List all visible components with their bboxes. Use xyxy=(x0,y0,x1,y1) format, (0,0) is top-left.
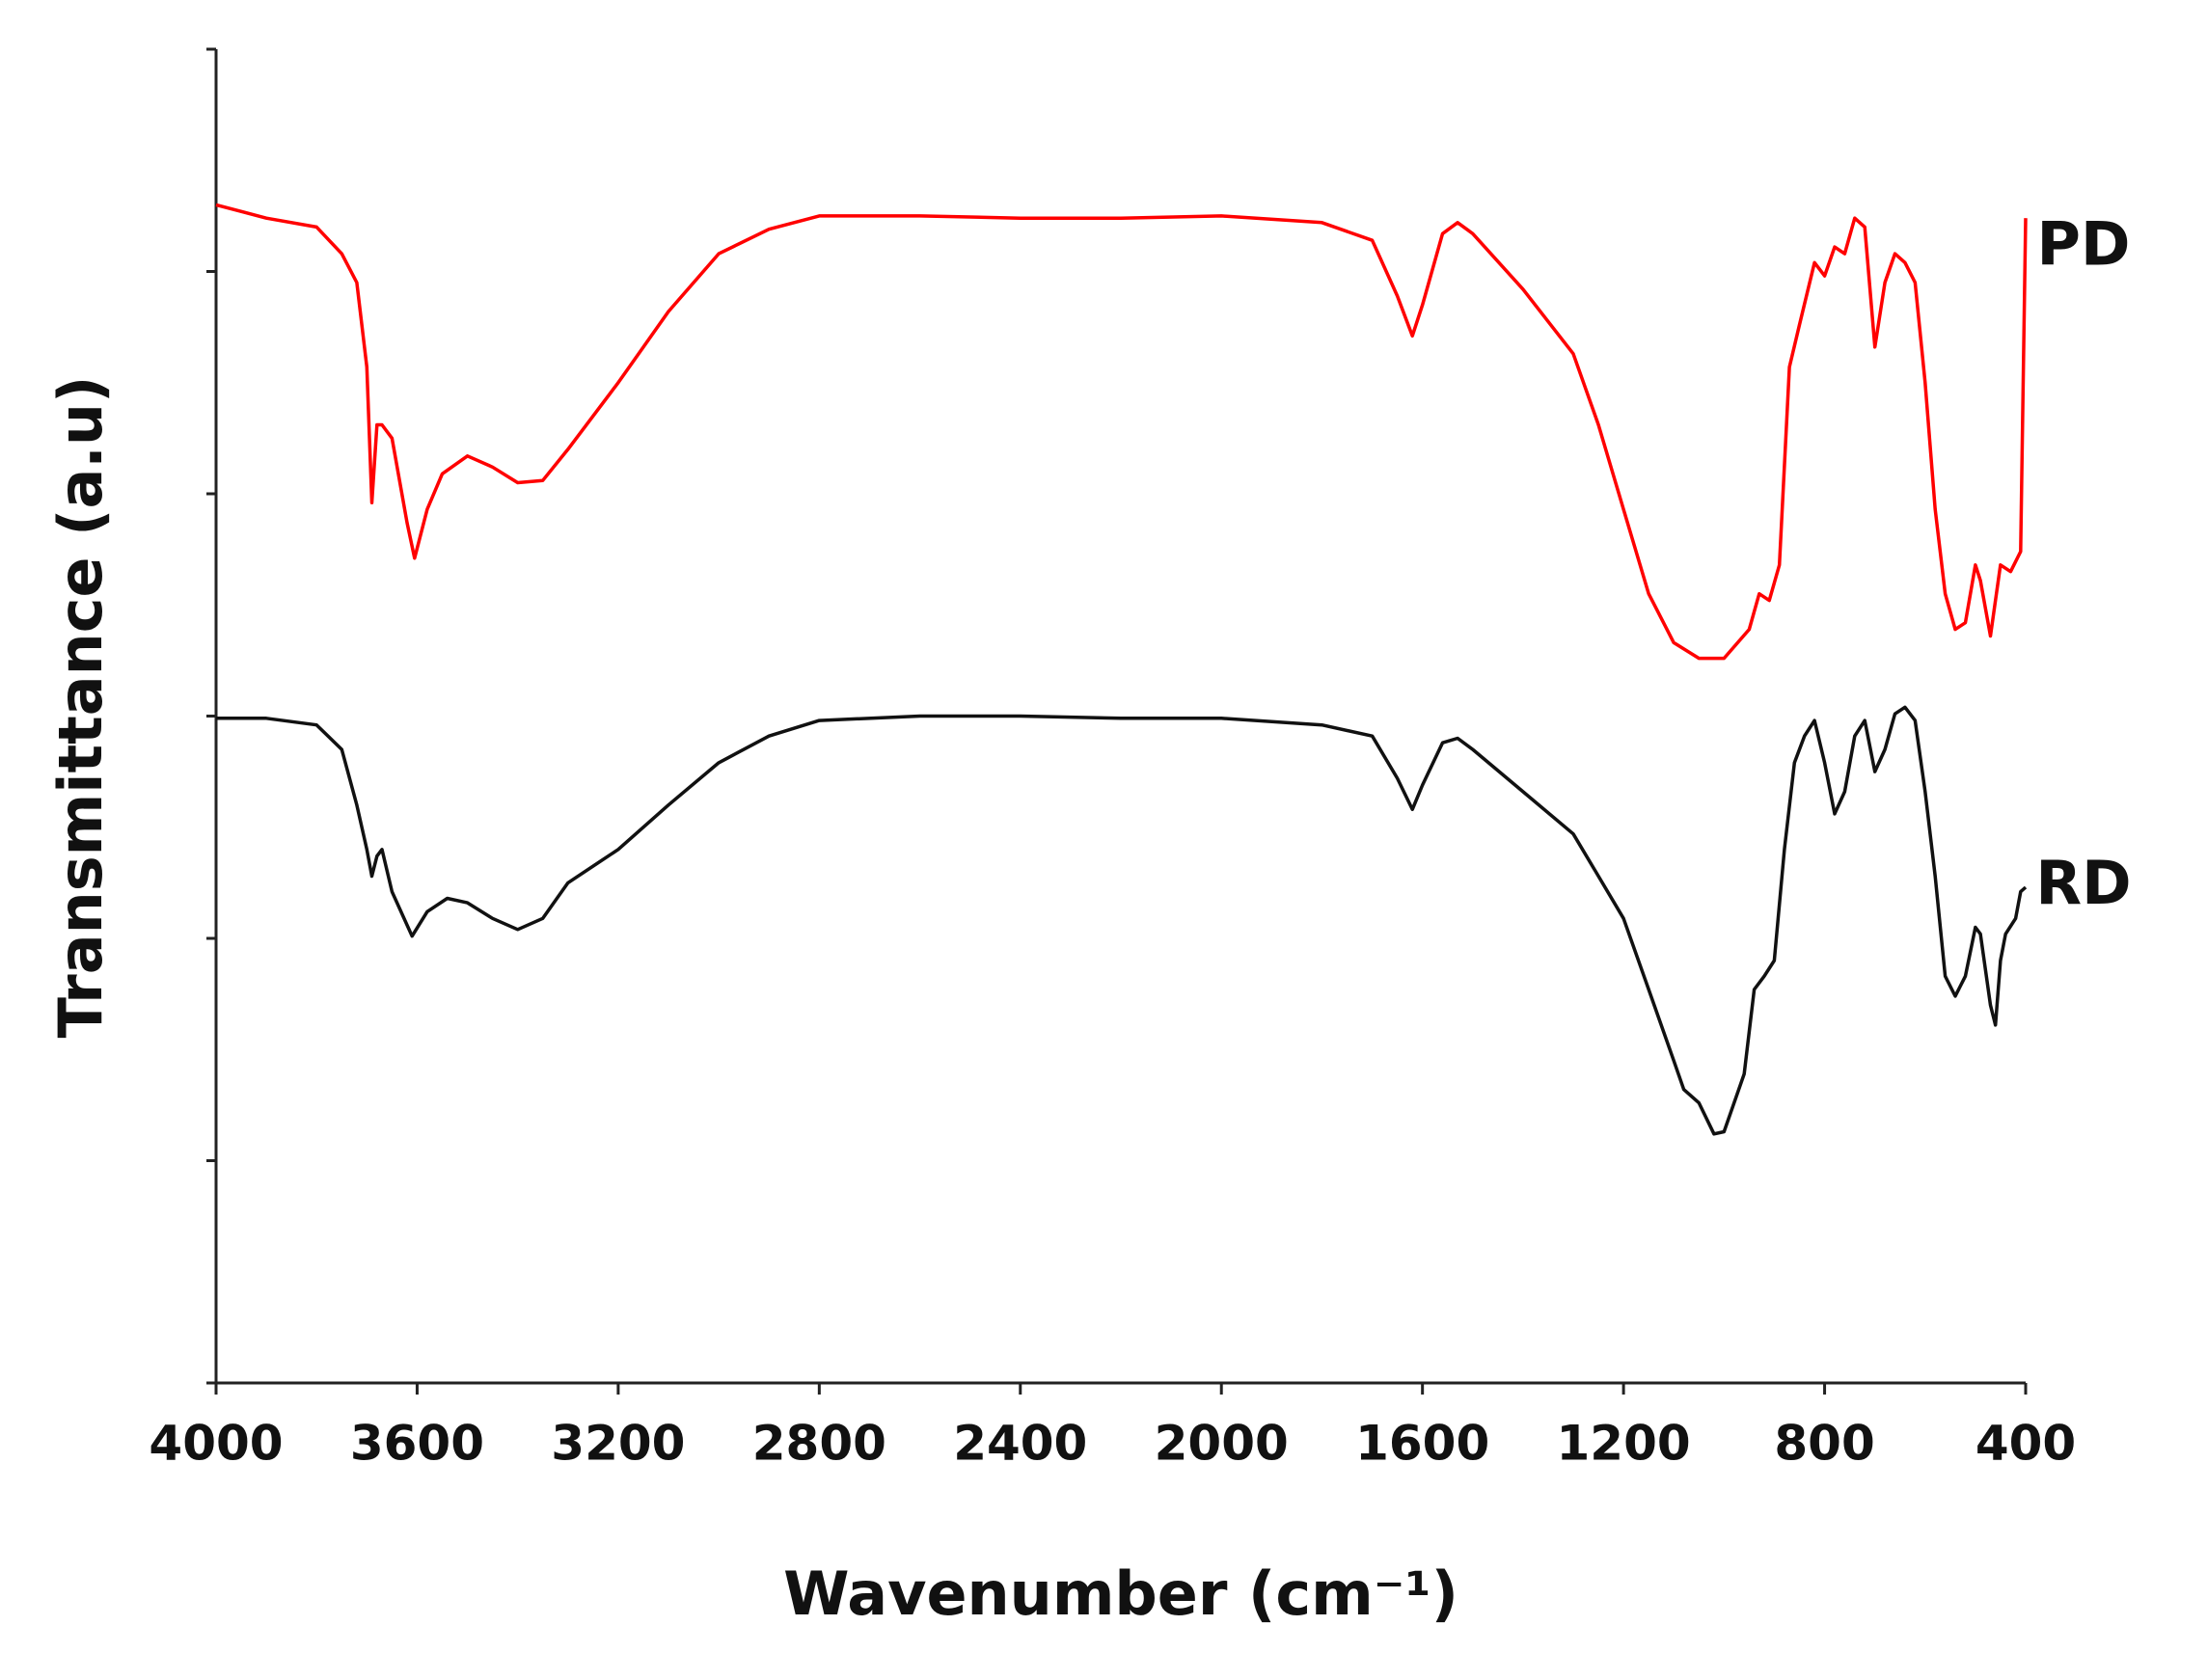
x-tick-label: 3200 xyxy=(551,1416,685,1472)
x-tick-label: 3600 xyxy=(350,1416,484,1472)
x-tick-label: 2400 xyxy=(953,1416,1087,1472)
spectrum-line xyxy=(215,203,2028,661)
y-axis-title: Transmittance (a.u) xyxy=(45,376,116,1039)
x-tick-label: 2800 xyxy=(752,1416,886,1472)
x-tick-label: 800 xyxy=(1774,1416,1874,1472)
x-tick-label: 400 xyxy=(1975,1416,2076,1472)
x-axis-title: Wavenumber (cm⁻¹) xyxy=(783,1558,1458,1629)
x-tick-label: 1600 xyxy=(1355,1416,1489,1472)
series-label: PD xyxy=(2037,208,2131,279)
x-tick-label: 1200 xyxy=(1557,1416,1691,1472)
x-tick-label: 4000 xyxy=(149,1416,283,1472)
x-tick-label: 2000 xyxy=(1155,1416,1289,1472)
series-label: RD xyxy=(2035,848,2131,918)
spectrum-line xyxy=(216,705,2028,1136)
